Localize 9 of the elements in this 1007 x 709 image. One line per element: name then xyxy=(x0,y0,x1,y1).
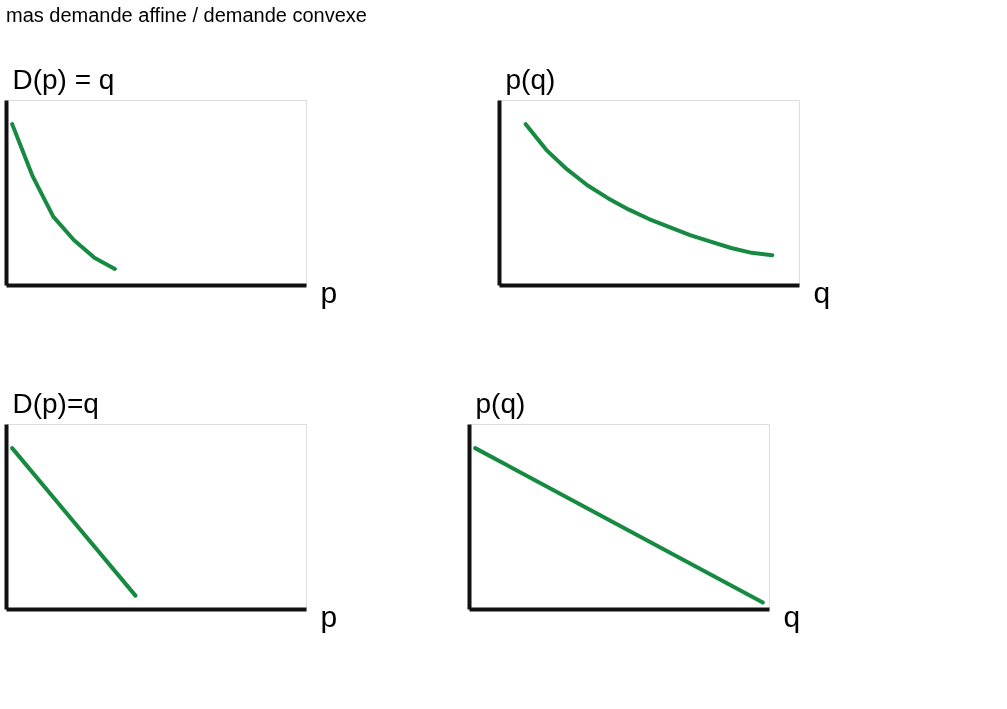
chart-title: mas demande affine / demande convexe xyxy=(6,4,367,26)
x-axis-title: q xyxy=(783,599,801,633)
y-axis-title: p(q) xyxy=(505,63,556,95)
y-axis-title: D(p) = q xyxy=(12,63,115,95)
x-axis-title: q xyxy=(813,275,831,309)
y-axis-title: p(q) xyxy=(475,387,526,419)
x-axis-title: p xyxy=(320,275,338,309)
y-axis-title: D(p)=q xyxy=(12,387,99,419)
x-axis-title: p xyxy=(320,599,338,633)
